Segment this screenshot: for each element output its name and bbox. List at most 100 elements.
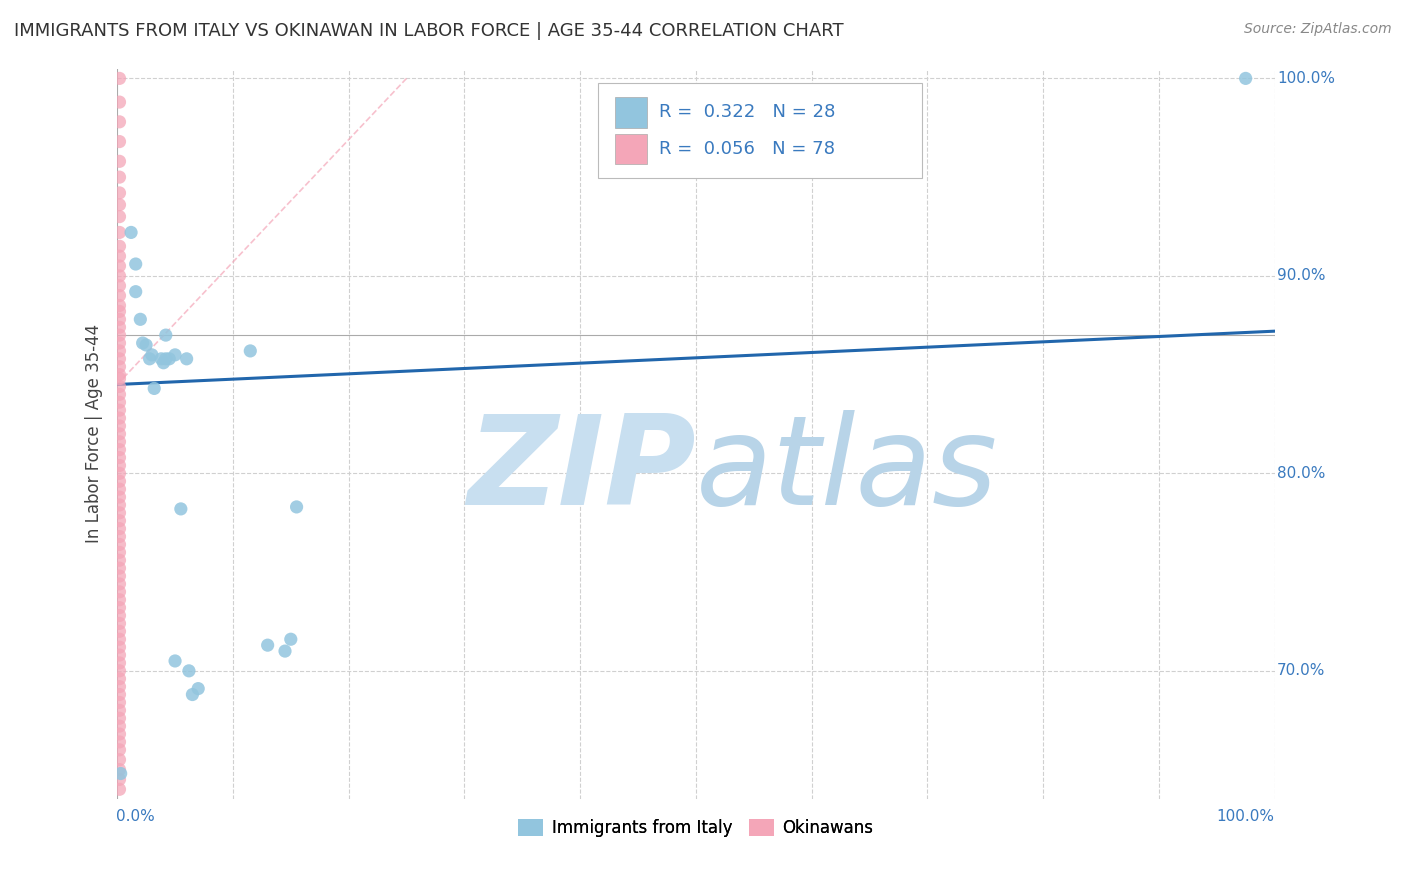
Point	[108, 506, 131, 520]
Point	[108, 458, 131, 473]
Text: R =  0.056   N = 78: R = 0.056 N = 78	[659, 140, 835, 158]
Point	[155, 351, 177, 366]
Point	[108, 226, 131, 240]
FancyBboxPatch shape	[614, 97, 647, 128]
Point	[170, 502, 193, 516]
Point	[108, 656, 131, 670]
FancyBboxPatch shape	[598, 83, 921, 178]
Point	[108, 703, 131, 717]
Text: 70.0%: 70.0%	[1277, 664, 1326, 678]
Point	[108, 387, 131, 401]
Point	[108, 395, 131, 409]
Point	[108, 545, 131, 559]
Point	[108, 688, 131, 702]
Point	[108, 426, 131, 441]
Point	[108, 711, 131, 725]
Point	[108, 210, 131, 224]
Point	[165, 348, 187, 362]
Point	[108, 585, 131, 599]
Point	[129, 312, 152, 326]
Point	[108, 351, 131, 366]
Point	[108, 553, 131, 567]
Point	[108, 239, 131, 253]
Point	[108, 727, 131, 741]
Point	[108, 743, 131, 757]
Point	[108, 115, 131, 129]
Point	[108, 450, 131, 465]
Point	[108, 753, 131, 767]
Point	[108, 259, 131, 273]
Point	[187, 681, 209, 696]
Point	[108, 561, 131, 575]
Point	[135, 338, 157, 352]
Point	[108, 343, 131, 358]
Point	[108, 640, 131, 654]
Point	[108, 608, 131, 623]
Point	[110, 766, 132, 780]
Point	[108, 772, 131, 787]
Point	[108, 498, 131, 512]
Point	[108, 312, 131, 326]
Point	[108, 522, 131, 536]
Y-axis label: In Labor Force | Age 35-44: In Labor Force | Age 35-44	[86, 325, 103, 543]
Point	[108, 268, 131, 283]
Text: R =  0.322   N = 28: R = 0.322 N = 28	[659, 103, 835, 121]
Point	[108, 569, 131, 583]
Point	[108, 328, 131, 343]
Point	[108, 624, 131, 639]
Point	[108, 530, 131, 544]
Point	[177, 664, 200, 678]
Point	[108, 371, 131, 385]
Point	[108, 592, 131, 607]
Text: Source: ZipAtlas.com: Source: ZipAtlas.com	[1244, 22, 1392, 37]
Point	[1234, 71, 1257, 86]
Point	[108, 632, 131, 647]
Point	[155, 328, 177, 343]
Point	[108, 368, 131, 382]
Point	[108, 170, 131, 185]
Point	[150, 351, 173, 366]
Point	[108, 467, 131, 481]
Point	[176, 351, 198, 366]
Point	[152, 356, 174, 370]
Point	[108, 680, 131, 694]
Text: ZIP: ZIP	[467, 410, 696, 531]
Text: 0.0%: 0.0%	[117, 809, 155, 824]
Point	[108, 782, 131, 797]
Point	[108, 411, 131, 425]
Point	[108, 186, 131, 200]
Point	[108, 403, 131, 417]
Point	[157, 351, 180, 366]
Point	[125, 285, 148, 299]
Point	[165, 654, 187, 668]
Text: 100.0%: 100.0%	[1216, 809, 1275, 824]
Point	[108, 600, 131, 615]
Point	[108, 288, 131, 302]
FancyBboxPatch shape	[614, 134, 647, 164]
Point	[108, 648, 131, 662]
Point	[108, 514, 131, 528]
Point	[108, 672, 131, 686]
Point	[108, 336, 131, 351]
Point	[274, 644, 297, 658]
Point	[108, 304, 131, 318]
Point	[143, 381, 166, 395]
Point	[108, 763, 131, 777]
Text: IMMIGRANTS FROM ITALY VS OKINAWAN IN LABOR FORCE | AGE 35-44 CORRELATION CHART: IMMIGRANTS FROM ITALY VS OKINAWAN IN LAB…	[14, 22, 844, 40]
Point	[108, 359, 131, 374]
Point	[131, 336, 153, 351]
Point	[108, 298, 131, 312]
Point	[256, 638, 278, 652]
Point	[108, 735, 131, 749]
Point	[138, 351, 160, 366]
Point	[108, 71, 131, 86]
Point	[108, 482, 131, 496]
Point	[120, 226, 142, 240]
Point	[108, 95, 131, 109]
Point	[108, 695, 131, 709]
Point	[280, 632, 302, 647]
Point	[108, 719, 131, 733]
Text: atlas: atlas	[696, 410, 998, 531]
Point	[108, 419, 131, 434]
Point	[108, 320, 131, 334]
